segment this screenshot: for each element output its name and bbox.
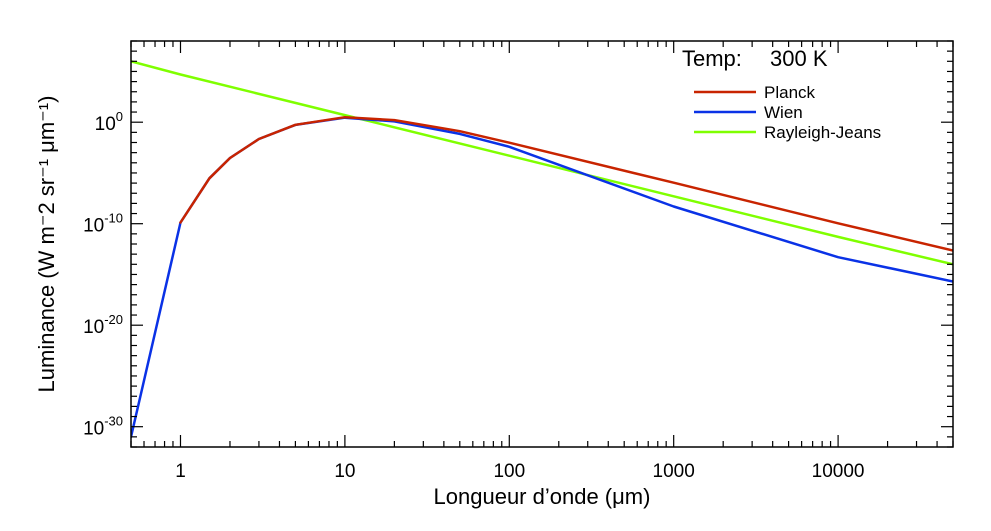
x-tick-label: 10 (334, 461, 355, 482)
series-line-rayleigh-jeans (131, 60, 953, 266)
legend-label: Wien (764, 103, 803, 122)
temperature-annotation: Temp: 300 K (682, 46, 828, 71)
x-tick-label: 1000 (653, 461, 695, 482)
y-tick-label: 10-10 (83, 211, 123, 237)
legend-label: Planck (764, 83, 816, 102)
temperature-value: 300 K (770, 46, 828, 71)
labels-layer: 1 10 100 1000 10000 100 10-10 10-20 10-30 (83, 109, 864, 482)
temperature-label: Temp: (682, 46, 742, 71)
series-line-wien (131, 116, 953, 439)
y-tick-label: 10-20 (83, 312, 123, 338)
x-tick-label: 1 (175, 461, 186, 482)
ticks-layer (130, 40, 954, 448)
x-tick-label: 10000 (812, 461, 865, 482)
legend-label: Rayleigh-Jeans (764, 123, 881, 142)
series-layer (131, 60, 953, 439)
y-tick-label: 100 (95, 109, 123, 135)
y-tick-label: 10-30 (83, 414, 123, 440)
plot-frame (130, 40, 954, 448)
series-line-planck (179, 115, 953, 252)
x-tick-label: 100 (493, 461, 525, 482)
x-axis-title: Longueur d’onde (μm) (434, 484, 651, 509)
y-axis-title: Luminance (W m⁻2 sr⁻¹ μm⁻¹) (34, 96, 59, 393)
